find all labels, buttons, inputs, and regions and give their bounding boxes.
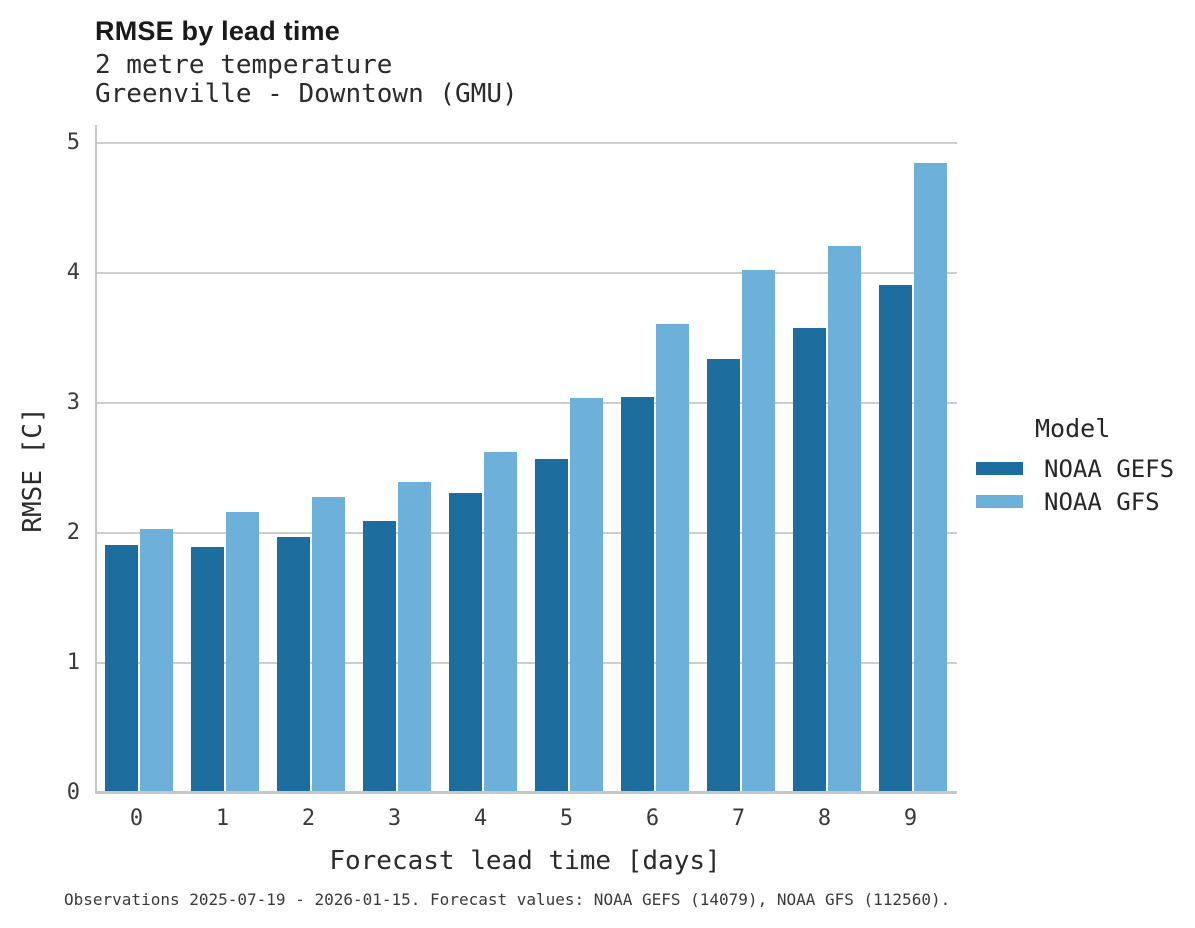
chart-subtitle-station: Greenville - Downtown (GMU): [95, 79, 518, 109]
bar-noaa-gefs-lead-5: [534, 458, 568, 793]
y-axis-label: RMSE [C]: [18, 407, 48, 533]
legend-label: NOAA GFS: [1044, 487, 1160, 516]
x-tick-label-9: 9: [903, 806, 918, 831]
bar-noaa-gfs-lead-6: [655, 323, 689, 793]
bar-noaa-gfs-lead-9: [913, 162, 947, 793]
y-tick-label-2: 2: [66, 520, 80, 545]
x-tick-label-6: 6: [645, 806, 660, 831]
x-axis-label: Forecast lead time [days]: [329, 846, 721, 876]
legend-entries: NOAA GEFS NOAA GFS: [976, 452, 1174, 518]
bar-noaa-gefs-lead-4: [448, 492, 482, 793]
x-axis-line: [95, 791, 957, 794]
y-tick-label-3: 3: [66, 390, 80, 415]
gridline-y-5: [97, 142, 957, 144]
x-tick-label-4: 4: [473, 806, 488, 831]
bar-noaa-gefs-lead-9: [878, 284, 912, 793]
footer-note: Observations 2025-07-19 - 2026-01-15. Fo…: [64, 890, 951, 909]
legend-swatch: [976, 462, 1023, 475]
plot-area: [95, 125, 957, 794]
x-tick-label-0: 0: [129, 806, 144, 831]
gridline-y-1: [97, 662, 957, 664]
bar-noaa-gefs-lead-6: [620, 396, 654, 793]
legend-label: NOAA GEFS: [1044, 454, 1175, 483]
legend-title: Model: [1035, 414, 1111, 443]
legend-entry-noaa-gfs: NOAA GFS: [976, 485, 1174, 518]
gridline-y-3: [97, 402, 957, 404]
bar-noaa-gfs-lead-8: [827, 245, 861, 793]
x-tick-label-1: 1: [215, 806, 230, 831]
legend-entry-noaa-gefs: NOAA GEFS: [976, 452, 1174, 485]
bar-noaa-gfs-lead-0: [139, 529, 173, 793]
bar-noaa-gfs-lead-7: [741, 270, 775, 793]
x-tick-label-3: 3: [387, 806, 402, 831]
x-tick-label-7: 7: [731, 806, 746, 831]
y-tick-label-1: 1: [66, 650, 80, 675]
bar-noaa-gefs-lead-0: [104, 544, 138, 793]
bar-noaa-gefs-lead-1: [190, 547, 224, 793]
bar-noaa-gefs-lead-3: [362, 521, 396, 793]
y-tick-label-0: 0: [66, 780, 80, 805]
bar-noaa-gfs-lead-3: [397, 482, 431, 793]
legend-swatch: [976, 495, 1023, 508]
gridline-y-4: [97, 272, 957, 274]
x-tick-label-5: 5: [559, 806, 574, 831]
bar-noaa-gefs-lead-2: [276, 536, 310, 793]
x-tick-label-2: 2: [301, 806, 316, 831]
gridline-y-2: [97, 532, 957, 534]
bar-noaa-gfs-lead-2: [311, 496, 345, 793]
bar-noaa-gfs-lead-4: [483, 452, 517, 793]
bar-noaa-gefs-lead-7: [706, 358, 740, 793]
y-tick-label-4: 4: [66, 260, 80, 285]
x-tick-label-8: 8: [817, 806, 832, 831]
bar-noaa-gefs-lead-8: [792, 327, 826, 793]
y-tick-label-5: 5: [66, 130, 80, 155]
bar-noaa-gfs-lead-5: [569, 397, 603, 793]
legend: Model NOAA GEFS NOAA GFS: [976, 414, 1174, 518]
chart-subtitle-variable: 2 metre temperature: [95, 50, 393, 80]
chart-title: RMSE by lead time: [95, 16, 340, 46]
bar-noaa-gfs-lead-1: [225, 512, 259, 793]
